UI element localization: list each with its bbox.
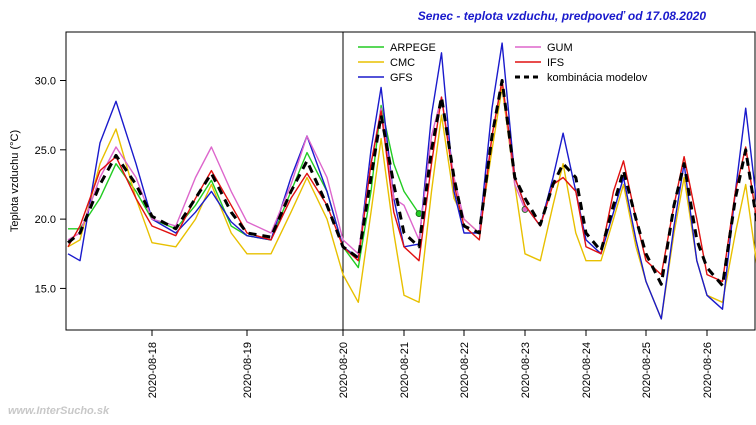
x-tick-label: 2020-08-19 — [242, 342, 254, 398]
legend-label: CMC — [390, 57, 415, 69]
x-tick-label: 2020-08-21 — [399, 342, 411, 398]
x-tick-label: 2020-08-25 — [641, 342, 653, 398]
legend-label: IFS — [547, 57, 564, 69]
y-tick-label: 15.0 — [35, 283, 56, 295]
x-tick-label: 2020-08-26 — [702, 342, 714, 398]
chart-title: Senec - teplota vzduchu, predpoveď od 17… — [418, 9, 707, 23]
legend-label: ARPEGE — [390, 42, 436, 54]
x-tick-label: 2020-08-20 — [338, 342, 350, 398]
y-axis-label: Teplota vzduchu (°C) — [9, 130, 21, 232]
series-line — [67, 79, 756, 283]
x-tick-label: 2020-08-24 — [581, 342, 593, 398]
y-tick-label: 25.0 — [35, 145, 56, 157]
y-tick-label: 30.0 — [35, 76, 56, 88]
series-line — [67, 42, 756, 320]
series-group — [67, 42, 756, 320]
y-tick-label: 20.0 — [35, 214, 56, 226]
series-line — [67, 79, 526, 255]
legend-label: GUM — [547, 42, 573, 54]
legend-label: kombinácia modelov — [547, 72, 648, 84]
watermark: www.InterSucho.sk — [8, 405, 110, 417]
plot-frame — [65, 31, 756, 331]
series-line — [67, 79, 756, 288]
legend-label: GFS — [390, 72, 413, 84]
x-tick-label: 2020-08-22 — [459, 342, 471, 398]
x-tick-label: 2020-08-23 — [520, 342, 532, 398]
x-tick-label: 2020-08-18 — [147, 342, 159, 398]
